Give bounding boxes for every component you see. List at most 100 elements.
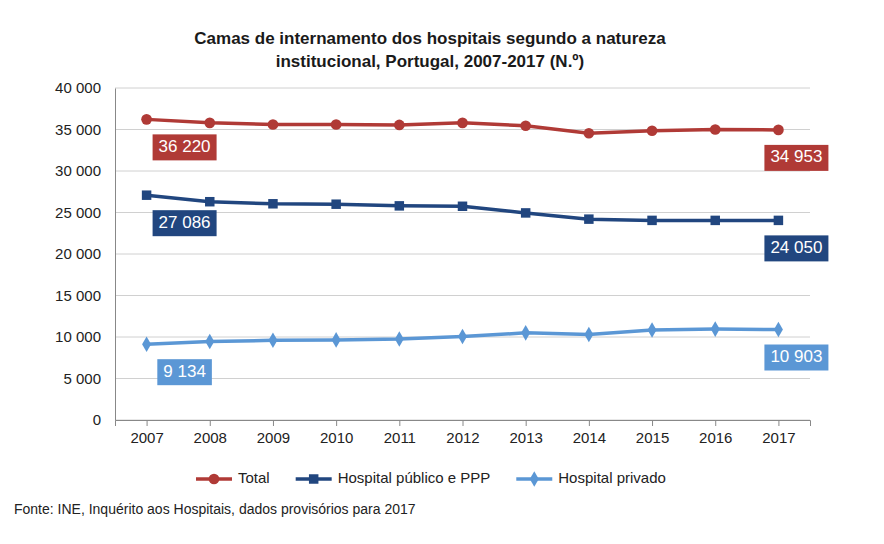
legend-label: Hospital público e PPP [338, 469, 491, 486]
y-tick: 20 000 [55, 245, 115, 262]
series-marker [710, 124, 721, 135]
value-label: 34 953 [764, 145, 828, 171]
series-marker [268, 199, 277, 208]
x-tick-mark [589, 420, 590, 426]
y-tick: 5 000 [63, 370, 115, 387]
x-tick: 2013 [509, 420, 542, 446]
y-tick: 25 000 [55, 204, 115, 221]
series-marker [458, 329, 467, 345]
legend-label: Total [238, 469, 270, 486]
value-label-text: 27 086 [159, 213, 211, 232]
series-marker [520, 120, 531, 131]
series-marker [268, 119, 279, 130]
series-line [147, 329, 779, 344]
source: Fonte: INE, Inquérito aos Hospitais, dad… [14, 501, 416, 517]
series-line [147, 195, 779, 220]
plot-area [141, 114, 784, 352]
series-marker [710, 216, 719, 225]
y-tick: 30 000 [55, 162, 115, 179]
y-tick: 40 000 [55, 79, 115, 96]
grid-line [115, 212, 810, 213]
series-marker [584, 128, 595, 139]
series-marker [457, 118, 468, 129]
series-marker [205, 334, 214, 350]
series-marker [773, 125, 784, 136]
x-tick: 2009 [257, 420, 290, 446]
y-tick-label: 0 [93, 411, 101, 428]
x-tick-mark [778, 420, 779, 426]
x-tick: 2010 [320, 420, 353, 446]
y-tick-label: 5 000 [63, 370, 101, 387]
x-tick-mark [715, 420, 716, 426]
value-label-text: 9 134 [163, 362, 206, 381]
value-label-box [764, 145, 828, 171]
grid [115, 88, 810, 420]
value-label-box [153, 134, 217, 160]
value-label-text: 10 903 [770, 347, 822, 366]
grid-line [115, 88, 810, 89]
value-label: 10 903 [764, 345, 828, 371]
x-tick-label: 2017 [762, 429, 795, 446]
y-tick: 0 [93, 411, 115, 428]
series-marker [204, 118, 215, 129]
series-marker [394, 120, 405, 131]
y-tick-label: 30 000 [55, 162, 101, 179]
series-marker [647, 125, 658, 136]
value-label-text: 24 050 [770, 238, 822, 257]
x-tick-mark [273, 420, 274, 426]
value-label-text: 36 220 [159, 137, 211, 156]
x-tick-label: 2007 [130, 429, 163, 446]
x-tick-label: 2009 [257, 429, 290, 446]
x-tick-mark [463, 420, 464, 426]
value-labels: 36 220 34 953 27 086 24 050 9 134 10 903 [153, 134, 829, 385]
x-tick-mark [210, 420, 211, 426]
x-tick-label: 2015 [636, 429, 669, 446]
value-label: 36 220 [153, 134, 217, 160]
x-tick: 2012 [446, 420, 479, 446]
y-tick-label: 10 000 [55, 328, 101, 345]
series-marker [647, 216, 656, 225]
series-marker [711, 321, 720, 337]
grid-line [115, 295, 810, 296]
x-tick: 2007 [130, 420, 163, 446]
series-marker [584, 214, 593, 223]
x-axis: 2007200820092010201120122013201420152016… [116, 420, 811, 446]
value-label: 9 134 [157, 359, 212, 385]
series-marker [648, 322, 657, 338]
series-marker [584, 327, 593, 343]
x-tick-label: 2011 [384, 429, 416, 446]
y-tick-label: 20 000 [55, 245, 101, 262]
legend-item: Hospital público e PPP [296, 469, 491, 486]
x-tick: 2016 [699, 420, 732, 446]
grid-line [115, 378, 810, 379]
title-line: Camas de internamento dos hospitais segu… [194, 29, 666, 48]
series-marker [458, 202, 467, 211]
y-tick-label: 40 000 [55, 79, 101, 96]
series-marker [205, 197, 214, 206]
series-marker [774, 322, 783, 338]
x-tick: 2014 [573, 420, 606, 446]
x-tick-mark [526, 420, 527, 426]
x-tick-mark [147, 420, 148, 426]
y-axis-line [115, 89, 116, 421]
legend: TotalHospital público e PPPHospital priv… [196, 469, 666, 487]
x-tick-label: 2016 [699, 429, 732, 446]
x-tick-label: 2010 [320, 429, 353, 446]
series-marker [141, 114, 152, 125]
y-tick-label: 15 000 [55, 287, 101, 304]
legend-item: Total [196, 469, 270, 486]
title-line: institucional, Portugal, 2007-2017 (N.º) [276, 52, 585, 71]
grid-line [115, 254, 810, 255]
series-marker [268, 333, 277, 349]
value-label: 27 086 [153, 210, 217, 236]
series-marker [395, 331, 404, 347]
series-marker [521, 208, 530, 217]
value-label: 24 050 [764, 235, 828, 261]
x-tick: 2017 [762, 420, 795, 446]
chart: Camas de internamento dos hospitais segu… [0, 0, 884, 544]
series-marker [331, 199, 340, 208]
y-tick: 10 000 [55, 328, 115, 345]
x-tick-label: 2013 [509, 429, 542, 446]
series-marker [142, 336, 151, 352]
y-tick: 35 000 [55, 121, 115, 138]
